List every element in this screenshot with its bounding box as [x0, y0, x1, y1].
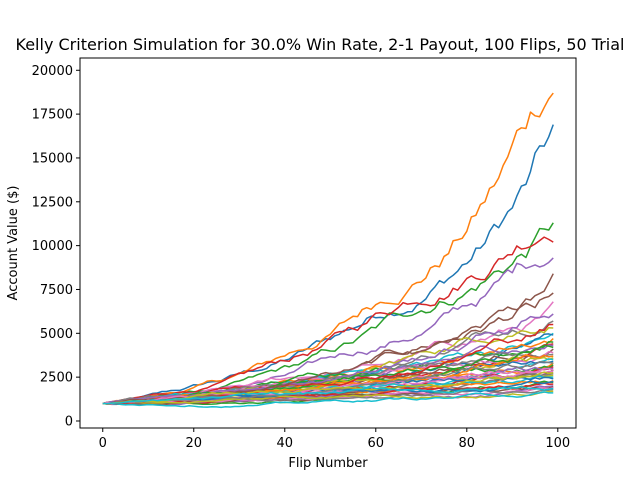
- series-line: [102, 367, 554, 405]
- plot-frame: [79, 57, 577, 429]
- series-line: [102, 292, 554, 405]
- chart-title: Kelly Criterion Simulation for 30.0% Win…: [16, 35, 625, 54]
- y-tick-label: 10000: [32, 239, 73, 254]
- series-lines: [102, 92, 554, 409]
- x-tick-label: 20: [185, 436, 202, 451]
- x-axis-label: Flip Number: [288, 456, 368, 471]
- y-tick-label: 5000: [40, 327, 73, 342]
- y-tick-label: 12500: [32, 195, 73, 210]
- series-line: [102, 391, 554, 409]
- y-tick-label: 0: [65, 414, 73, 429]
- series-line: [102, 385, 554, 406]
- y-tick-label: 17500: [32, 108, 73, 123]
- y-tick-label: 20000: [32, 64, 73, 79]
- series-line: [102, 385, 554, 405]
- y-tick-label: 7500: [40, 283, 73, 298]
- x-tick-label: 0: [99, 436, 107, 451]
- y-axis-label: Account Value ($): [6, 186, 21, 301]
- x-tick-label: 100: [545, 436, 570, 451]
- x-tick-label: 40: [276, 436, 293, 451]
- series-line: [102, 332, 554, 405]
- y-tick-label: 15000: [32, 151, 73, 166]
- series-line: [102, 390, 554, 405]
- x-tick-label: 80: [459, 436, 476, 451]
- series-line: [102, 236, 554, 405]
- y-tick-label: 2500: [40, 371, 73, 386]
- axes: 0 20 40 60 80 100 0 2500 5000 7500 10000 12500 15000…: [32, 64, 571, 451]
- x-tick-label: 60: [368, 436, 385, 451]
